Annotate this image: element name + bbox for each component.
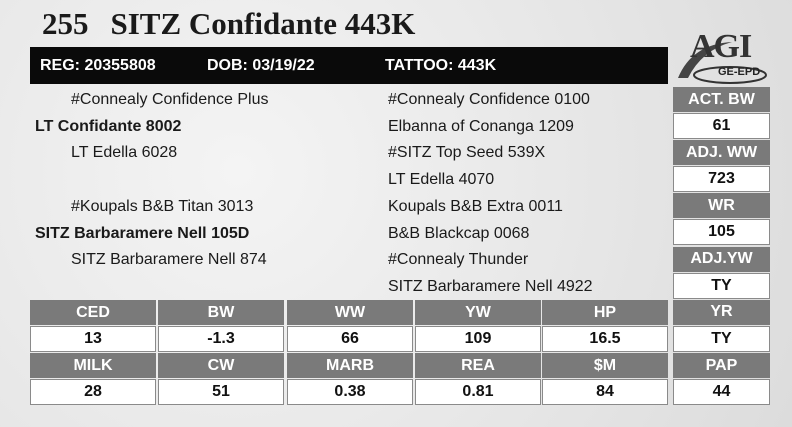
side-label: ACT. BW [673,87,770,112]
grandparent-name: LT Edella 6028 [71,144,178,162]
epd-header: CED [30,300,156,325]
side-value: TY [673,325,770,352]
logo-brand: AGI [690,28,752,65]
ancestor-name: #Connealy Confidence 0100 [388,91,590,108]
epd-header: WW [287,300,413,325]
epd-header: MARB [287,353,413,378]
ancestor-name: Elbanna of Conanga 1209 [388,117,574,135]
side-label: WR [673,193,770,219]
registration: REG: 20355808 [40,57,156,74]
epd-header: CW [158,353,284,378]
epd-value: 109 [415,326,541,352]
epd-value: 84 [542,379,668,405]
side-value: 105 [673,219,770,246]
side-value: 723 [673,166,770,193]
side-label: PAP [673,353,770,378]
epd-value: 0.38 [287,379,413,405]
title: 255 SITZ Confidante 443K [42,6,437,42]
side-value: TY [673,272,770,299]
birth-date: DOB: 03/19/22 [207,57,315,74]
epd-header: REA [415,353,541,378]
ancestor-name: #Connealy Thunder [388,251,529,269]
ancestor-name: Koupals B&B Extra 0011 [388,197,563,215]
side-value: 44 [673,379,770,405]
info-bar [30,47,668,84]
epd-header: BW [158,300,284,325]
epd-value: 28 [30,379,156,405]
ancestor-name: LT Edella 4070 [388,171,495,189]
epd-value: 13 [30,326,156,352]
logo-tagline: GE-EPD [718,66,761,78]
side-label: ADJ.YW [673,246,770,272]
logo-swoosh [678,42,767,84]
side-label: ADJ. WW [673,140,770,166]
epd-value: 16.5 [542,326,668,352]
epd-header: MILK [30,353,156,378]
grandparent-name: #Connealy Confidence Plus [71,91,269,108]
side-value: 61 [673,113,770,139]
epd-header: $M [542,353,668,378]
animal-name: SITZ Confidante 443K [110,6,416,41]
parent-name: LT Confidante 8002 [35,117,182,135]
side-label: YR [673,299,770,325]
lot-number: 255 [42,6,89,41]
parent-name: SITZ Barbaramere Nell 105D [35,224,250,242]
grandparent-name: SITZ Barbaramere Nell 874 [71,251,267,269]
epd-value: 66 [287,326,413,352]
ancestor-name: SITZ Barbaramere Nell 4922 [388,277,593,295]
epd-value: 51 [158,379,284,405]
grandparent-name: #Koupals B&B Titan 3013 [71,197,254,215]
epd-header: HP [542,300,668,325]
ancestor-name: #SITZ Top Seed 539X [388,144,546,162]
epd-value: -1.3 [158,326,284,352]
ancestor-name: B&B Blackcap 0068 [388,224,530,242]
epd-value: 0.81 [415,379,541,405]
tattoo: TATTOO: 443K [385,57,497,74]
epd-header: YW [415,300,541,325]
